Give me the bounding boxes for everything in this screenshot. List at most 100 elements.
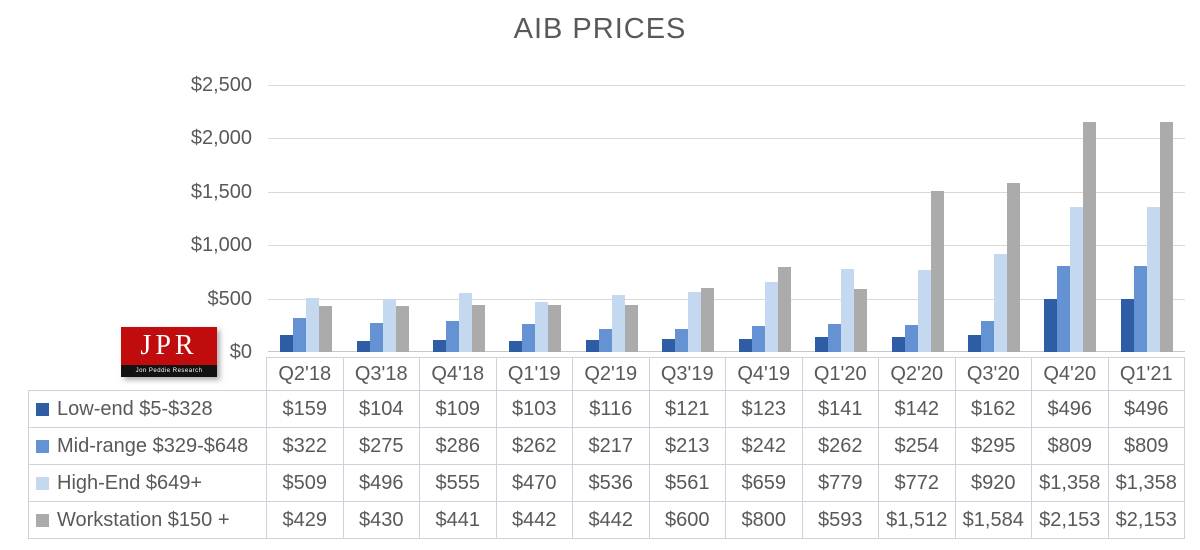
y-axis-label: $2,500 <box>190 74 252 96</box>
x-axis-line <box>268 351 1185 352</box>
table-cell: $441 <box>419 501 497 539</box>
gridline <box>268 138 1185 139</box>
bar <box>509 341 523 352</box>
series-label: Low-end $5-$328 <box>28 390 267 428</box>
series-label: Mid-range $329-$648 <box>28 427 267 465</box>
table-cell: $920 <box>954 464 1032 502</box>
bar <box>968 334 981 352</box>
table-cell: $121 <box>648 390 726 428</box>
bar <box>522 324 536 352</box>
bar <box>751 326 765 352</box>
bar <box>815 336 829 352</box>
bar <box>1159 122 1173 352</box>
table-cell: $429 <box>266 501 344 539</box>
legend-swatch <box>36 402 49 416</box>
bar <box>1083 122 1097 352</box>
column-header-quarter: Q1'19 <box>495 357 573 391</box>
table-cell: $779 <box>801 464 879 502</box>
table-cell: $600 <box>648 501 726 539</box>
plot-area <box>268 85 1185 352</box>
table-cell: $1,358 <box>1031 464 1109 502</box>
bar <box>841 268 855 352</box>
table-cell: $141 <box>801 390 879 428</box>
column-header-quarter: Q4'18 <box>419 357 497 391</box>
y-axis-label: $2,000 <box>190 127 252 150</box>
bar <box>1044 299 1058 352</box>
bar <box>688 292 702 352</box>
table-cell: $1,358 <box>1107 464 1185 502</box>
table-cell: $772 <box>878 464 956 502</box>
column-header-quarter: Q2'19 <box>572 357 650 391</box>
price-data-table: Q2'18 Q3'18 Q4'18 Q1'19 Q2'19 Q3'19 Q4'19 Q1'20… <box>28 357 1185 539</box>
table-cell: $536 <box>572 464 650 502</box>
bar <box>356 340 370 352</box>
bar-group-Q121 <box>1109 85 1185 352</box>
table-cell: $1,584 <box>954 501 1032 539</box>
table-cell: $123 <box>725 390 803 428</box>
bar-group-Q219 <box>574 85 650 352</box>
bar-group-Q419 <box>727 85 803 352</box>
jpr-logo: JPR Jon Peddie Research <box>121 327 217 377</box>
table-cell: $116 <box>572 390 650 428</box>
legend-swatch <box>36 439 49 453</box>
table-cell: $659 <box>725 464 803 502</box>
bar <box>764 281 778 352</box>
table-cell: $322 <box>266 427 344 465</box>
bar <box>917 269 931 352</box>
bar <box>280 335 294 352</box>
table-cell: $593 <box>801 501 879 539</box>
bar-group-Q418 <box>421 85 497 352</box>
table-cell: $262 <box>495 427 573 465</box>
bar <box>446 321 460 352</box>
bar <box>548 304 562 352</box>
bar <box>1120 299 1134 352</box>
table-cell: $286 <box>419 427 497 465</box>
table-cell: $103 <box>495 390 573 428</box>
bar <box>1146 206 1160 352</box>
table-row: Mid-range $329-$648 $322 $275 $286 $262 $217 $… <box>28 427 1185 465</box>
bar <box>459 292 473 352</box>
bar <box>994 253 1007 352</box>
table-cell: $159 <box>266 390 344 428</box>
table-cell: $509 <box>266 464 344 502</box>
jpr-logo-subtext: Jon Peddie Research <box>121 365 217 377</box>
bar-group-Q218 <box>268 85 344 352</box>
table-cell: $800 <box>725 501 803 539</box>
bar <box>369 322 383 352</box>
table-row: Workstation $150 + $429 $430 $441 $442 $442 $6… <box>28 501 1185 539</box>
column-header-quarter: Q3'19 <box>648 357 726 391</box>
table-cell: $262 <box>801 427 879 465</box>
bar-group-Q120 <box>803 85 879 352</box>
table-cell: $809 <box>1107 427 1185 465</box>
legend-swatch <box>36 513 49 527</box>
table-row: Low-end $5-$328 $159 $104 $109 $103 $116 $121 $… <box>28 390 1185 428</box>
bar <box>598 328 612 352</box>
bar <box>611 294 625 352</box>
bar <box>981 320 994 352</box>
table-cell: $1,512 <box>878 501 956 539</box>
bar <box>738 338 752 352</box>
series-label: High-End $649+ <box>28 464 267 502</box>
bar-group-Q320 <box>956 85 1032 352</box>
bar <box>891 336 905 352</box>
table-cell: $442 <box>495 501 573 539</box>
table-cell: $142 <box>878 390 956 428</box>
table-cell: $2,153 <box>1031 501 1109 539</box>
table-row: High-End $649+ $509 $496 $555 $470 $536 $561 $6… <box>28 464 1185 502</box>
bar-group-Q319 <box>650 85 726 352</box>
bar <box>854 288 868 352</box>
table-cell: $555 <box>419 464 497 502</box>
bar-group-Q119 <box>497 85 573 352</box>
y-axis-label: $1,500 <box>190 180 252 203</box>
table-cell: $254 <box>878 427 956 465</box>
column-header-quarter: Q4'19 <box>725 357 803 391</box>
bar <box>675 329 689 352</box>
table-cell: $162 <box>954 390 1032 428</box>
bar <box>1007 182 1020 352</box>
bar-group-Q220 <box>879 85 955 352</box>
column-header-quarter: Q4'20 <box>1031 357 1109 391</box>
bar-groups <box>268 85 1185 352</box>
column-header-quarter: Q1'21 <box>1107 357 1185 391</box>
bar <box>382 299 396 352</box>
table-cell: $496 <box>342 464 420 502</box>
